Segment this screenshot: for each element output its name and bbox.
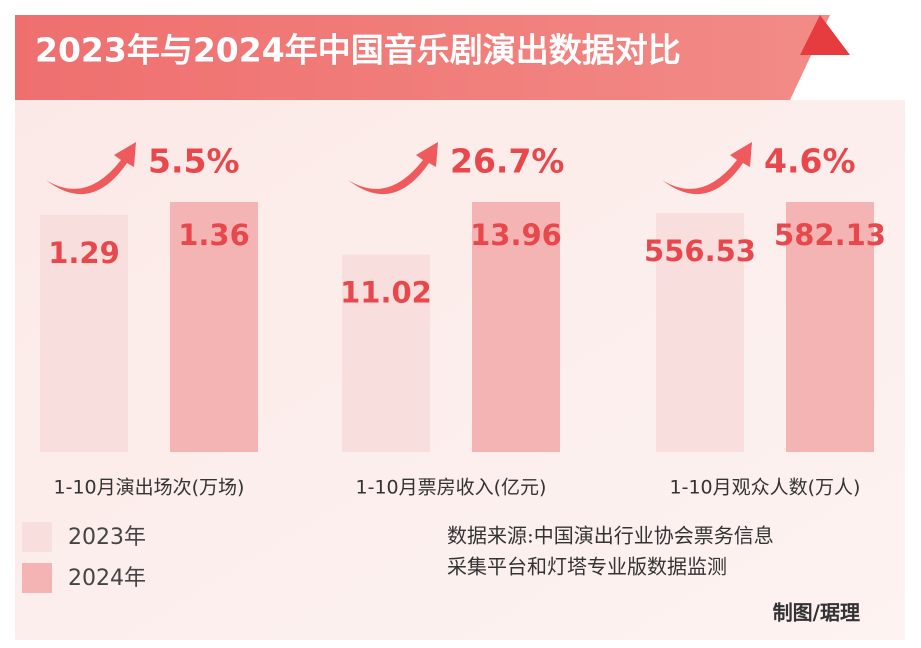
x-axis-label: 1-10月演出场次(万场) <box>54 477 245 499</box>
bar <box>472 202 560 452</box>
legend-swatch <box>22 522 52 552</box>
corner-triangle <box>800 15 850 55</box>
bar <box>656 212 744 452</box>
legend-label: 2024年 <box>68 566 146 591</box>
value-label: 13.96 <box>470 218 562 252</box>
legend-swatch <box>22 563 52 593</box>
title-banner <box>15 15 830 100</box>
bar <box>40 214 128 452</box>
x-axis-label: 1-10月票房收入(亿元) <box>356 477 547 499</box>
bar <box>170 202 258 452</box>
value-label: 1.36 <box>178 218 250 252</box>
value-label: 582.13 <box>774 218 886 252</box>
change-label: 4.6% <box>764 142 856 181</box>
source-line: 数据来源:中国演出行业协会票务信息 <box>447 524 774 548</box>
legend-label: 2023年 <box>68 525 146 550</box>
trend-arrow <box>348 142 438 195</box>
trend-arrow <box>662 142 752 195</box>
bar <box>786 202 874 452</box>
value-label: 556.53 <box>644 234 756 268</box>
credit: 制图/琚理 <box>773 601 860 625</box>
bar <box>342 254 430 452</box>
title: 2023年与2024年中国音乐剧演出数据对比 <box>35 31 681 70</box>
x-axis-label: 1-10月观众人数(万人) <box>670 477 861 499</box>
change-label: 26.7% <box>450 142 565 181</box>
panel <box>15 100 905 640</box>
trend-arrow <box>46 142 136 195</box>
change-label: 5.5% <box>148 142 240 181</box>
value-label: 1.29 <box>48 236 120 270</box>
value-label: 11.02 <box>340 276 432 310</box>
source-line: 采集平台和灯塔专业版数据监测 <box>447 555 727 579</box>
